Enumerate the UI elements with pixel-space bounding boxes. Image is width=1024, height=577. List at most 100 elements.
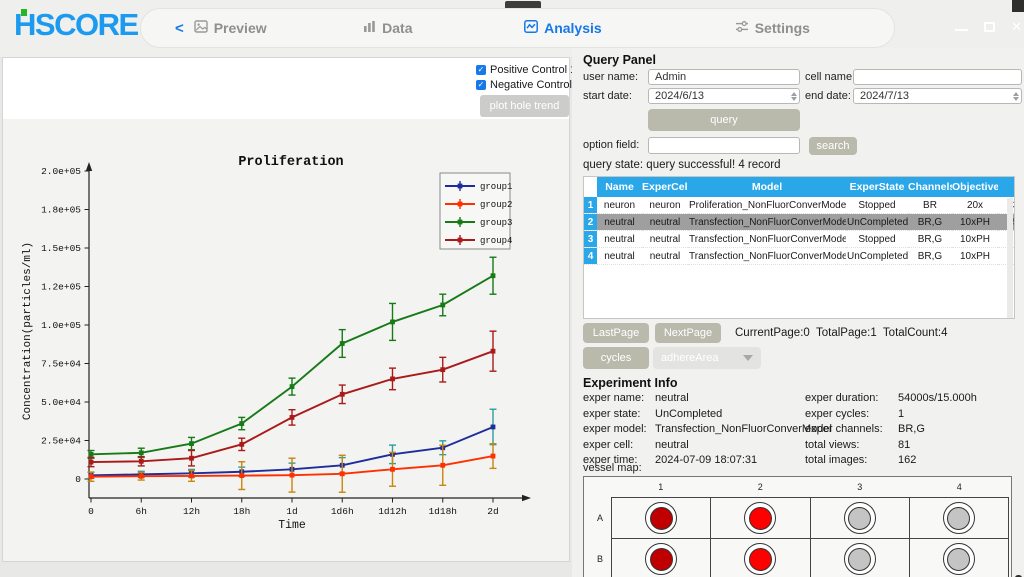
table-scrollbar[interactable] xyxy=(1007,198,1013,318)
vessel-grid xyxy=(611,497,1009,577)
y-tick-label: 1.5e+05 xyxy=(41,243,81,254)
well[interactable] xyxy=(744,502,777,534)
info-value: Transfection_NonFluorConverModel xyxy=(655,423,832,435)
data-point xyxy=(189,455,194,461)
data-point xyxy=(490,453,496,459)
data-point xyxy=(88,474,94,480)
info-label: exper duration: xyxy=(805,392,879,404)
plot-hole-trend-button[interactable]: plot hole trend xyxy=(480,95,569,117)
checkbox-checked-icon[interactable]: ✓ xyxy=(476,65,486,75)
bar-chart-icon xyxy=(363,20,376,36)
table-row[interactable]: 2 neutral neutral Transfection_NonFluorConv… xyxy=(584,213,1014,231)
legend-label: group2 xyxy=(480,200,512,210)
info-label: exper cell: xyxy=(583,438,634,451)
vessel-cell xyxy=(811,539,910,577)
table-row[interactable]: 4 neutral neutral Transfection_NonFluorConv… xyxy=(584,247,1014,265)
checkbox-checked-icon[interactable]: ✓ xyxy=(476,80,486,90)
vertical-scrollbar-thumb[interactable] xyxy=(1015,575,1022,577)
y-tick-label: 1.0e+05 xyxy=(41,320,81,331)
vessel-cell xyxy=(612,539,712,577)
chart-title: Proliferation xyxy=(238,155,343,170)
last-page-button[interactable]: LastPage xyxy=(583,323,649,343)
table-row[interactable]: 3 neutral neutral Transfection_NonFluorConv… xyxy=(584,230,1014,248)
data-point xyxy=(440,367,446,373)
vessel-row-label: B xyxy=(596,554,603,564)
y-axis-arrow xyxy=(85,162,93,171)
total-count: TotalCount:4 xyxy=(882,327,948,339)
next-page-button[interactable]: NextPage xyxy=(655,323,721,343)
adhere-area-dropdown[interactable]: adhereArea xyxy=(653,347,761,369)
x-tick-label: 0 xyxy=(88,506,94,517)
vessel-column-headers: 1 2 3 4 xyxy=(611,477,1009,497)
checkbox-label: Negative Control 1 xyxy=(490,79,582,91)
end-date-label: end date: xyxy=(805,90,851,102)
checkbox-row: ✓ Negative Control 1 xyxy=(476,79,581,91)
x-tick-label: 2d xyxy=(487,506,498,517)
table-row[interactable]: 1 neuron neuron Proliferation_NonFluorConve… xyxy=(584,197,1014,214)
data-point xyxy=(189,441,194,446)
search-button[interactable]: search xyxy=(809,137,857,155)
cycles-button[interactable]: cycles xyxy=(583,347,649,369)
well[interactable] xyxy=(843,502,876,534)
y-tick-label: 2.5e+04 xyxy=(41,436,81,447)
data-point xyxy=(289,384,295,389)
tab-settings[interactable]: Settings xyxy=(651,9,894,47)
tab-label: Settings xyxy=(754,20,810,36)
well[interactable] xyxy=(645,502,678,534)
app-logo: HSCORE xyxy=(14,7,139,42)
column-header: Objective xyxy=(952,177,998,197)
well[interactable] xyxy=(942,543,975,575)
close-button[interactable]: ✕ xyxy=(1011,19,1022,34)
column-header: Model xyxy=(688,177,846,197)
cell-objective: 10xPH xyxy=(952,230,998,248)
y-tick-label: 7.5e+04 xyxy=(41,359,81,370)
current-page: CurrentPage:0 xyxy=(735,327,810,339)
vessel-row xyxy=(612,539,1008,577)
info-value: 81 xyxy=(898,438,911,451)
back-chevron-icon[interactable]: < xyxy=(174,19,184,37)
data-point xyxy=(390,376,395,382)
cell-exper_state: Stopped xyxy=(846,197,908,214)
vessel-row-label: A xyxy=(596,513,603,523)
tab-data[interactable]: Data xyxy=(301,9,476,47)
info-label: exper channels: xyxy=(805,423,883,435)
well[interactable] xyxy=(942,502,975,534)
y-tick-label: 0 xyxy=(75,474,81,485)
vessel-column-label: 4 xyxy=(956,482,962,492)
well[interactable] xyxy=(744,543,777,575)
well[interactable] xyxy=(843,543,876,575)
cell-name-input[interactable] xyxy=(853,69,1022,85)
data-point xyxy=(239,421,245,426)
query-button[interactable]: query xyxy=(648,109,800,131)
row-number: 1 xyxy=(584,197,597,214)
column-header xyxy=(584,177,597,197)
data-point xyxy=(440,302,446,308)
maximize-button[interactable] xyxy=(984,21,996,32)
data-point xyxy=(490,424,496,430)
end-date-input[interactable] xyxy=(853,88,1022,104)
end-date-spinner[interactable] xyxy=(1011,89,1020,103)
tab-preview[interactable]: < Preview xyxy=(141,9,301,47)
info-label: exper time: xyxy=(583,454,638,466)
cell-name: neutral xyxy=(597,230,642,248)
well-fill xyxy=(947,547,971,571)
y-tick-label: 1.8e+05 xyxy=(41,205,81,216)
user-name-input[interactable] xyxy=(648,69,800,85)
table-header-row: Name ExperCell Model ExperState Channels Obje… xyxy=(584,177,1014,197)
legend-label: group4 xyxy=(480,236,512,246)
well[interactable] xyxy=(645,543,678,575)
column-header: Channels xyxy=(908,177,952,197)
data-point xyxy=(138,473,144,479)
corner-decoration xyxy=(1012,0,1024,12)
column-header: ExperCell xyxy=(642,177,688,197)
minimize-button[interactable] xyxy=(955,23,969,31)
start-date-spinner[interactable] xyxy=(789,89,798,103)
start-date-input[interactable] xyxy=(648,88,800,104)
info-label: exper model: xyxy=(583,423,647,435)
tab-analysis[interactable]: Analysis xyxy=(475,9,651,47)
option-field-input[interactable] xyxy=(648,137,800,154)
info-row: exper model: Transfection_NonFluorConverM… xyxy=(583,423,843,439)
experiment-info-left: exper name: neutral exper state: UnComplete… xyxy=(583,392,843,470)
data-point xyxy=(490,348,496,354)
